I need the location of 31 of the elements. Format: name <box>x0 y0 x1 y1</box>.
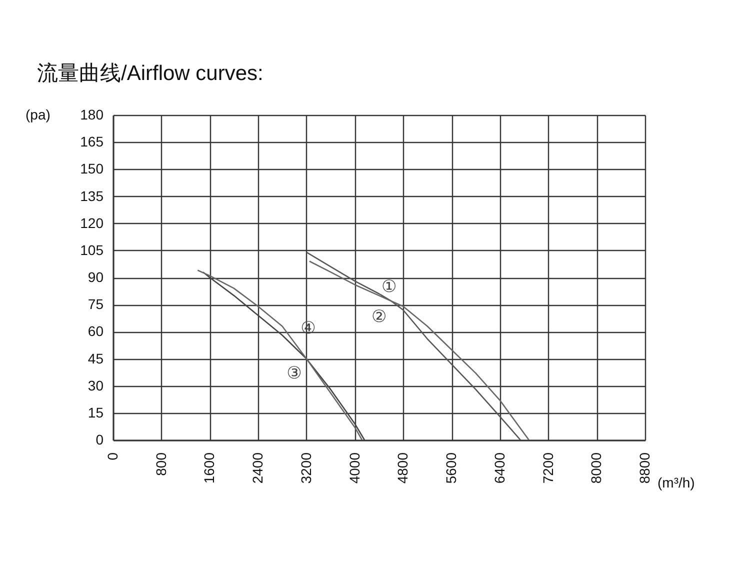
y-tick-label: 105 <box>80 242 104 258</box>
y-tick-label: 75 <box>88 296 104 312</box>
x-tick-label: 0 <box>104 452 120 460</box>
y-tick-label: 135 <box>80 188 104 204</box>
y-tick-label: 165 <box>80 134 104 150</box>
x-tick-label: 1600 <box>201 452 218 484</box>
x-tick-label: 8000 <box>588 452 604 484</box>
y-tick-label: 15 <box>88 404 104 420</box>
x-tick-label: 5600 <box>443 452 460 484</box>
y-tick-label: 30 <box>88 377 104 394</box>
x-tick-label: 7200 <box>540 452 556 484</box>
x-tick-label: 8800 <box>636 452 652 484</box>
series-label: ② <box>371 306 387 327</box>
x-tick-label: 2400 <box>250 452 266 484</box>
y-axis-title: (pa) <box>26 106 50 122</box>
y-tick-label: 90 <box>88 269 104 285</box>
x-tick-label: 3200 <box>298 452 314 484</box>
y-tick-label: 120 <box>80 214 104 231</box>
y-tick-label: 0 <box>96 432 104 448</box>
y-tick-label: 180 <box>80 106 104 122</box>
chart-title: 流量曲线/Airflow curves: <box>37 62 264 85</box>
x-tick-label: 4800 <box>394 452 411 484</box>
x-axis-title: (m³/h) <box>658 474 695 490</box>
series-label: ③ <box>286 363 302 384</box>
y-tick-label: 45 <box>88 350 104 366</box>
series-label: ① <box>381 276 397 297</box>
x-tick-label: 800 <box>152 452 169 476</box>
y-tick-label: 60 <box>88 323 104 340</box>
x-tick-label: 6400 <box>491 452 508 484</box>
x-tick-label: 4000 <box>346 452 362 484</box>
y-tick-label: 150 <box>80 160 104 177</box>
